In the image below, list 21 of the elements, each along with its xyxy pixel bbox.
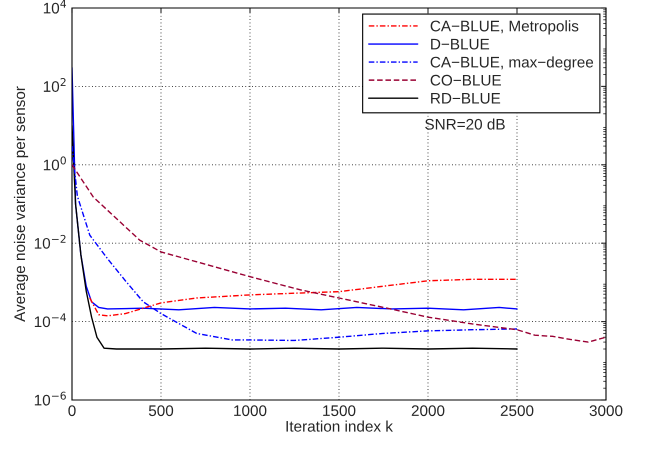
y-tick-label: 10$^{4}$ <box>44 0 66 14</box>
y-tick-label: 10$^{−2}$ <box>34 234 66 249</box>
legend-label: RD−BLUE <box>431 93 500 104</box>
x-tick-label: 1500 <box>323 405 356 416</box>
x-tick-label: 3000 <box>590 405 622 416</box>
y-tick-label: 10$^{−6}$ <box>34 392 66 406</box>
x-axis-title: Iteration index k <box>286 420 393 432</box>
x-tick-label: 500 <box>148 405 174 416</box>
x-tick-label: 0 <box>68 405 76 416</box>
y-tick-label: 10$^{0}$ <box>44 156 66 170</box>
y-tick-label: 10$^{−4}$ <box>34 313 66 328</box>
x-tick-label: 2500 <box>500 405 534 416</box>
legend-label: D−BLUE <box>431 38 490 50</box>
legend-label: CO−BLUE <box>430 74 501 86</box>
x-tick-label: 2000 <box>412 405 444 416</box>
y-axis-title: Average noise variance per sensor <box>14 86 28 322</box>
x-tick-label: 1000 <box>234 405 266 416</box>
annotation: SNR=20 dB <box>425 118 505 130</box>
legend-label: CA−BLUE, Metropolis <box>430 20 578 34</box>
legend-label: CA−BLUE, max−degree <box>430 56 594 71</box>
y-tick-label: 10$^{2}$ <box>44 78 66 92</box>
